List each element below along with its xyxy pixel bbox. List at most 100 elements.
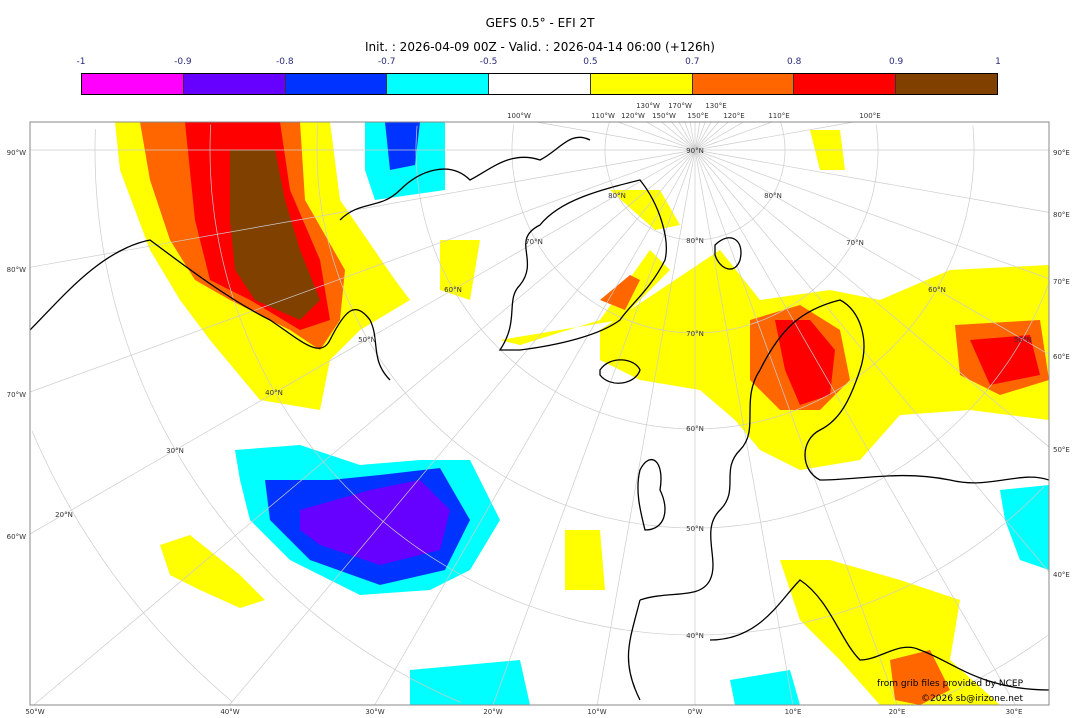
colorbar-tick-label: 0.8	[787, 57, 802, 67]
coastline-arctic-islands	[339, 136, 591, 221]
meridian-line	[694, 149, 1016, 705]
graticule-label: 90°W	[7, 149, 26, 157]
graticule-label: 90°E	[1053, 149, 1070, 157]
colorbar-tick-label: -0.7	[377, 57, 396, 67]
efi-area	[500, 250, 670, 345]
graticule-label: 60°N	[686, 425, 704, 433]
graticule-label: 50°N	[358, 336, 376, 344]
graticule-label: 150°W	[652, 112, 676, 120]
meridian-line	[694, 149, 1049, 448]
colorbar-cell	[590, 74, 693, 94]
meridian-line	[694, 122, 719, 151]
graticule-label: 110°W	[591, 112, 615, 120]
meridian-line	[492, 149, 696, 705]
graticule-label: 70°N	[686, 330, 704, 338]
graticule-label: 40°E	[1053, 571, 1070, 579]
meridian-line	[694, 149, 1049, 355]
efi-area	[440, 240, 480, 300]
graticule-label: 130°W	[636, 102, 660, 110]
coastline-britain	[637, 458, 666, 531]
graticule-label: 40°N	[265, 389, 283, 397]
meridian-line	[536, 122, 696, 151]
efi-area	[300, 480, 450, 565]
efi-area	[890, 650, 950, 705]
graticule-label: 40°N	[686, 632, 704, 640]
efi-area	[385, 122, 420, 170]
graticule-label: 50°W	[25, 708, 44, 716]
graticule-label: 80°N	[686, 237, 704, 245]
graticule-lines	[30, 122, 1049, 705]
graticule-label: 170°W	[668, 102, 692, 110]
meridian-line	[694, 122, 712, 151]
efi-shading	[115, 122, 1049, 705]
graticule-label: 70°N	[525, 238, 543, 246]
graticule-label: 80°N	[608, 192, 626, 200]
latitude-line	[972, 125, 975, 150]
graticule-label: 80°N	[764, 192, 782, 200]
coastline-iceland	[599, 359, 641, 384]
graticule-label: 80°E	[1053, 211, 1070, 219]
colorbar-tick-label: -0.8	[275, 57, 294, 67]
meridian-line	[694, 122, 854, 151]
coastline-svalbard	[714, 237, 742, 270]
graticule-label: 70°N	[846, 239, 864, 247]
colorbar-cell	[183, 74, 286, 94]
meridian-line	[30, 149, 696, 268]
graticule-label: 80°W	[7, 266, 26, 274]
graticule-label: 70°E	[1053, 278, 1070, 286]
graticule-label: 40°W	[220, 708, 239, 716]
colorbar-tick-label: 0.5	[583, 57, 598, 67]
meridian-line	[694, 149, 1049, 213]
colorbar-cell	[387, 74, 490, 94]
efi-area	[160, 535, 265, 608]
coastline-north-america	[30, 239, 391, 381]
meridian-line	[30, 149, 696, 393]
coastlines	[30, 136, 1049, 701]
copyright-credit: ©2026 sb@irizone.net	[921, 694, 1023, 704]
coastline-greenland	[498, 179, 667, 351]
graticule-label: 20°W	[483, 708, 502, 716]
graticule-label: 30°W	[365, 708, 384, 716]
efi-area	[775, 320, 835, 405]
graticule-label: 70°W	[7, 391, 26, 399]
graticule-label: 0°W	[688, 708, 703, 716]
colorbar-tick-label: 0.9	[888, 57, 904, 67]
meridian-line	[694, 122, 773, 151]
latitude-line	[94, 129, 461, 703]
graticule-label: 30°N	[166, 447, 184, 455]
colorbar-cell	[285, 74, 388, 94]
colorbar-tick-label: -0.9	[174, 57, 192, 67]
graticule-label: 60°N	[444, 286, 462, 294]
efi-area	[970, 335, 1040, 385]
map-frame	[29, 121, 1050, 706]
coastline-europe	[627, 299, 1049, 701]
latitude-line	[415, 125, 975, 430]
latitude-line	[209, 124, 1045, 636]
graticule-label: 50°N	[1014, 336, 1032, 344]
graticule-label: 120°E	[723, 112, 744, 120]
colorbar-tick-label: 0.7	[685, 57, 700, 67]
meridian-line	[229, 149, 696, 705]
graticule-label: 100°E	[859, 112, 880, 120]
meridian-line	[646, 122, 696, 151]
meridian-line	[694, 149, 794, 705]
latitude-line	[604, 122, 786, 241]
graticule-label: 20°E	[889, 708, 906, 716]
latitude-line	[31, 431, 233, 702]
graticule-label: 120°W	[621, 112, 645, 120]
meridian-line	[694, 122, 744, 151]
graticule-label: 10°E	[785, 708, 802, 716]
graticule-label: 20°N	[55, 511, 73, 519]
colorbar-cell	[692, 74, 795, 94]
efi-area	[565, 530, 605, 590]
meridian-line	[671, 122, 696, 151]
graticule-label: 60°W	[7, 533, 26, 541]
meridian-line	[374, 149, 696, 705]
graticule-label: 50°N	[686, 525, 704, 533]
map-title: GEFS 0.5° - EFI 2T	[485, 16, 595, 30]
colorbar	[81, 73, 998, 95]
latitude-line	[316, 123, 1049, 529]
meridian-line	[694, 122, 729, 151]
